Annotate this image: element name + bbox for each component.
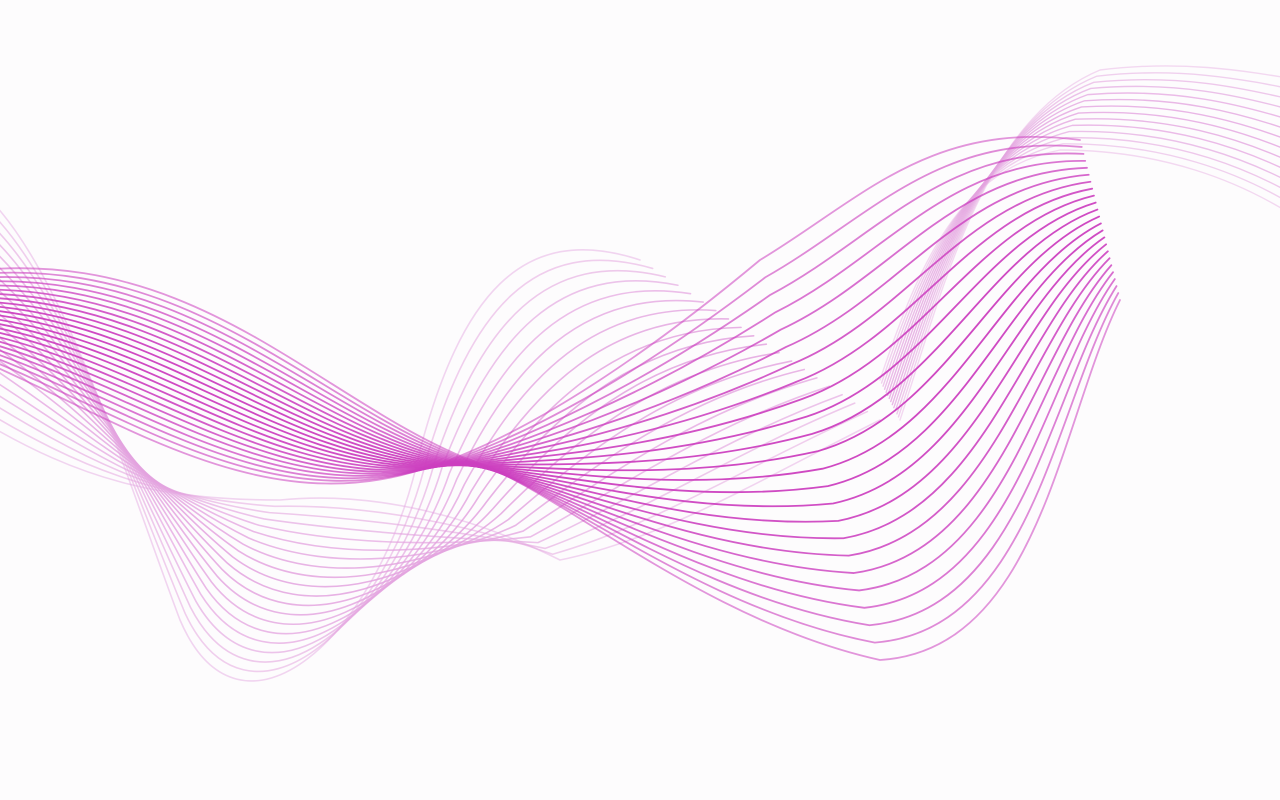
background-ribbon-line-18 [0,402,856,550]
background-arc-line-7 [890,105,1280,403]
background-arc-line-9 [886,118,1280,397]
background-ribbon-line-12 [0,336,780,579]
background-ribbon-line-17 [0,393,843,544]
primary-ribbon-line-1 [0,135,1081,485]
primary-ribbon-line-10 [0,201,1097,468]
background-ribbon-line-4 [0,244,679,654]
background-ribbon-line-13 [0,348,793,569]
background-arc-line-3 [896,78,1280,415]
primary-ribbon-line-12 [0,215,1101,472]
primary-ribbon-line-19 [0,264,1113,574]
background-ribbon-line-20 [0,419,881,561]
background-ribbon-line-11 [0,325,768,588]
background-arc-line-11 [883,130,1280,390]
background-ribbon-line-3 [0,232,667,663]
background-ribbon-line-15 [0,372,818,552]
primary-ribbon-line-14 [0,229,1104,494]
primary-ribbon-line-16 [0,243,1107,523]
background-arc-line-10 [885,124,1280,394]
primary-ribbon-line-13 [0,222,1102,481]
primary-ribbon-line-22 [0,276,1118,627]
primary-ribbon-line-3 [0,152,1085,480]
primary-ribbon-line-20 [0,271,1114,592]
primary-ribbon-line-6 [0,173,1090,473]
background-ribbon-line-9 [0,302,742,607]
background-arc-line-4 [894,85,1280,412]
primary-ribbon-line-17 [0,250,1109,540]
primary-ribbon-line-24 [0,267,1121,661]
background-arc-line-13 [880,143,1280,384]
background-ribbon-line-14 [0,360,806,560]
primary-ribbon-line-21 [0,278,1116,609]
primary-ribbon [0,135,1121,661]
primary-ribbon-line-2 [0,144,1083,482]
primary-ribbon-line-7 [0,180,1092,471]
primary-ribbon-line-9 [0,194,1095,469]
background-ribbon-line-16 [0,383,831,544]
primary-ribbon-line-8 [0,187,1094,470]
background-arc-line-1 [899,65,1280,421]
primary-ribbon-line-11 [0,208,1099,467]
background-ribbon-line-1 [0,209,641,682]
background-arc-line-8 [888,111,1280,400]
primary-ribbon-line-18 [0,257,1111,557]
background-ribbon-line-19 [0,410,869,556]
primary-ribbon-line-4 [0,159,1087,477]
background-arc-line-5 [893,92,1280,409]
background-ribbon-line-7 [0,278,717,625]
background-arc-line-2 [897,72,1280,418]
background-ribbon-line-5 [0,255,692,644]
background-ribbon [0,65,1280,682]
primary-ribbon-line-15 [0,236,1106,508]
primary-ribbon-line-23 [0,271,1120,644]
primary-ribbon-line-5 [0,166,1088,475]
background-arc-line-6 [891,98,1280,406]
